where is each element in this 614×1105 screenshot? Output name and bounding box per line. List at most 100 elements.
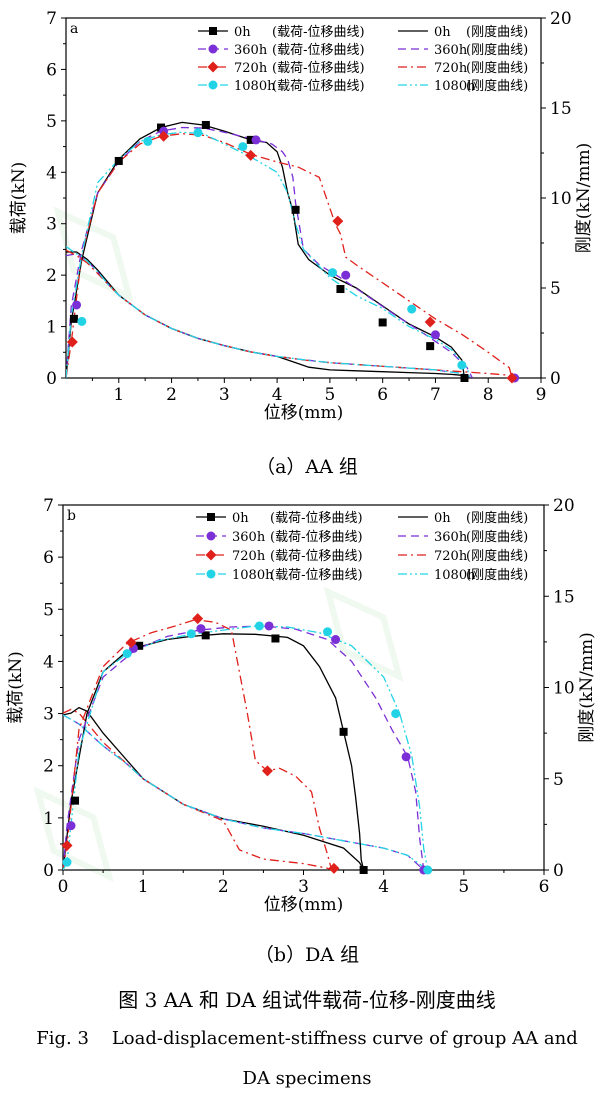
- plot-area: [66, 121, 513, 378]
- y2-tick-label: 20: [550, 9, 572, 29]
- x-tick-label: 2: [218, 877, 229, 897]
- legend-marker: [208, 80, 218, 90]
- y-tick-label: 2: [46, 266, 57, 286]
- figure-caption-en-line1: Fig. 3 Load-displacement-stiffness curve…: [36, 1028, 578, 1049]
- y-tick-label: 5: [43, 600, 54, 620]
- x-tick-label: 2: [166, 385, 177, 405]
- legend-marker: [207, 61, 219, 73]
- stiffness-line-360h: [63, 714, 425, 870]
- marker-360h: [264, 621, 274, 631]
- y2-tick-label: 0: [553, 861, 564, 881]
- legend-load-label: (载荷-位移曲线): [270, 549, 363, 564]
- x-tick-label: 1: [113, 385, 124, 405]
- legend-series-name: 720h: [234, 61, 268, 76]
- marker-720h: [261, 765, 273, 777]
- legend-series-name: 360h: [434, 530, 468, 545]
- marker-0h: [246, 135, 255, 144]
- marker-1080h: [122, 649, 132, 659]
- legend-marker: [206, 569, 216, 579]
- load-line-0h: [66, 121, 466, 378]
- load-line-720h: [66, 133, 513, 378]
- x-tick-label: 4: [272, 385, 283, 405]
- legend-stiffness-label: (刚度曲线): [466, 567, 528, 583]
- legend-marker: [208, 44, 218, 54]
- y-tick-label: 5: [46, 112, 57, 132]
- stiffness-line-0h: [63, 706, 365, 870]
- marker-0h: [69, 314, 78, 323]
- figure-caption-en-line2: DA specimens: [242, 1068, 372, 1089]
- marker-1080h: [323, 627, 333, 637]
- stiffness-line-0h: [66, 251, 465, 378]
- legend-series-name: 0h: [434, 511, 451, 526]
- stiffness-line-1080h: [66, 246, 471, 378]
- y-axis-label: 载荷(kN): [6, 651, 26, 723]
- marker-360h: [72, 300, 82, 310]
- load-line-360h: [66, 126, 473, 378]
- y-tick-label: 3: [46, 215, 57, 235]
- y-axis-label: 载荷(kN): [9, 162, 29, 234]
- load-line-1080h: [63, 625, 429, 870]
- x-tick-label: 8: [483, 385, 494, 405]
- x-tick-label: 6: [539, 877, 550, 897]
- y-tick-label: 7: [43, 496, 54, 516]
- legend-load-label: (载荷-位移曲线): [272, 79, 365, 94]
- x-tick-label: 9: [536, 385, 547, 405]
- load-line-0h: [63, 633, 365, 870]
- marker-0h: [359, 866, 368, 874]
- marker-0h: [71, 796, 80, 805]
- marker-0h: [271, 634, 280, 643]
- marker-720h: [192, 613, 204, 625]
- legend-stiffness-label: (刚度曲线): [466, 78, 528, 94]
- marker-0h: [339, 727, 348, 736]
- marker-720h: [158, 130, 170, 142]
- subcaption-b: （b）DA 组: [254, 944, 360, 966]
- x-tick-label: 5: [458, 877, 469, 897]
- y-tick-label: 1: [43, 809, 54, 829]
- legend-series-name: 1080h: [232, 568, 274, 583]
- marker-1080h: [407, 304, 417, 314]
- legend-stiffness-label: (刚度曲线): [466, 42, 528, 58]
- y2-tick-label: 5: [550, 279, 561, 299]
- y-tick-label: 4: [46, 163, 57, 183]
- y2-tick-label: 5: [553, 770, 564, 790]
- y2-axis-label: 刚度(kN/mm): [574, 143, 594, 253]
- load-line-720h: [63, 619, 333, 870]
- plot-area: [63, 619, 429, 870]
- marker-0h: [291, 205, 300, 214]
- legend-load-label: (载荷-位移曲线): [272, 61, 365, 76]
- y-tick-label: 2: [43, 757, 54, 777]
- y-tick-label: 4: [43, 652, 54, 672]
- x-tick-label: 3: [219, 385, 230, 405]
- marker-360h: [430, 330, 440, 340]
- legend-series-name: 0h: [232, 511, 249, 526]
- legend-series-name: 1080h: [434, 568, 476, 583]
- marker-1080h: [254, 621, 264, 631]
- legend-series-name: 1080h: [434, 79, 476, 94]
- legend-stiffness-label: (刚度曲线): [466, 529, 528, 545]
- marker-1080h: [62, 857, 72, 867]
- marker-720h: [61, 839, 73, 851]
- marker-1080h: [193, 128, 203, 138]
- marker-0h: [135, 641, 144, 650]
- y2-tick-label: 15: [553, 587, 575, 607]
- legend-stiffness-label: (刚度曲线): [466, 24, 528, 40]
- y-tick-label: 6: [46, 60, 57, 80]
- marker-720h: [66, 336, 78, 348]
- marker-1080h: [238, 142, 248, 152]
- y2-axis-label: 刚度(kN/mm): [577, 632, 597, 742]
- legend-series-name: 0h: [434, 25, 451, 40]
- legend-series-name: 1080h: [234, 79, 276, 94]
- marker-360h: [341, 270, 351, 280]
- marker-1080h: [186, 629, 196, 639]
- marker-1080h: [457, 360, 467, 370]
- x-axis-label: 位移(mm): [264, 403, 344, 423]
- y-tick-label: 0: [46, 369, 57, 389]
- y2-tick-label: 10: [550, 189, 572, 209]
- load-line-1080h: [66, 131, 471, 378]
- legend-series-name: 360h: [232, 530, 266, 545]
- y-tick-label: 7: [46, 9, 57, 29]
- stiffness-line-1080h: [63, 714, 429, 870]
- legend-marker: [209, 27, 217, 35]
- marker-360h: [401, 752, 411, 762]
- marker-0h: [426, 342, 435, 351]
